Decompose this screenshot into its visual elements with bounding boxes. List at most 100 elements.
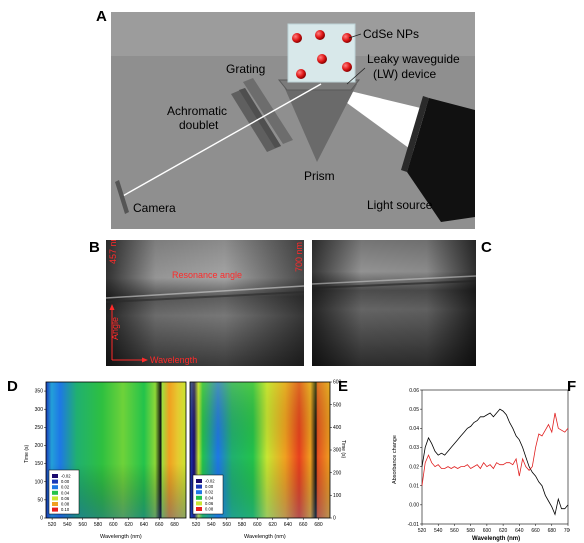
x-tick-label: 660	[155, 522, 164, 528]
y-tick-label: 0	[333, 516, 336, 522]
camera-label: Camera	[133, 201, 176, 215]
legend-swatch	[196, 507, 202, 511]
x-tick-label: 700	[564, 528, 570, 534]
y-tick-label: 0.06	[409, 388, 419, 394]
legend-swatch	[196, 479, 202, 483]
legend-swatch	[52, 479, 58, 484]
prism	[283, 84, 357, 162]
x-tick-label: 580	[466, 528, 475, 534]
x-tick-label: 680	[548, 528, 557, 534]
y-tick-label: 0.03	[409, 445, 419, 451]
legend-label: -0.02	[61, 474, 71, 479]
legend-swatch	[52, 502, 58, 506]
chart-x-ticks: 520 540 560 580 600 620 640 660 680 700	[418, 524, 570, 534]
legend-swatch	[196, 501, 202, 506]
angle-label: Angle	[110, 317, 120, 340]
x-tick-label: 580	[238, 522, 247, 528]
legend-label: -0.02	[205, 479, 215, 484]
heatmap-d-x-ticks: 520 540 560 580 600 620 640 660 680	[48, 518, 179, 528]
y-tick-label: 400	[333, 425, 342, 431]
camera	[115, 180, 129, 214]
light-source-box	[407, 98, 475, 222]
y-tick-label: 0.01	[409, 484, 419, 490]
legend-label: 0.08	[205, 507, 214, 512]
legend-label: 0.08	[61, 502, 70, 507]
camera-image-b: 457 nm 700 nm Resonance angle Angle Wave…	[106, 240, 304, 366]
x-tick-label: 600	[253, 522, 262, 528]
heatmap-e-y-ticks: 0 100 200 300 400 500 600 Time (s)	[330, 380, 346, 522]
heatmap-d: 0 50 100 150 200 250 300 350 520 540 560 580 600 620…	[24, 381, 187, 540]
legend-label: 0.00	[61, 479, 70, 484]
resonance-line	[106, 285, 304, 299]
x-tick-label: 640	[515, 528, 524, 534]
panel-label-e: E	[338, 378, 349, 395]
legend-label: 0.06	[205, 501, 214, 506]
x-tick-label: 600	[109, 522, 118, 528]
legend-swatch	[52, 474, 58, 478]
y-tick-label: 250	[35, 425, 44, 431]
doublet-label-line1: Achromatic	[167, 104, 227, 118]
y-tick-label: 200	[35, 443, 44, 449]
x-tick-label: 680	[170, 522, 179, 528]
legend-swatch	[52, 496, 58, 501]
x-tick-label: 540	[63, 522, 72, 528]
x-tick-label: 560	[223, 522, 232, 528]
heatmap-d-ylabel: Time (s)	[24, 445, 30, 463]
y-tick-label: 0	[40, 516, 43, 522]
prism-label: Prism	[304, 169, 335, 183]
series-line-2	[421, 412, 569, 486]
x-tick-label: 640	[284, 522, 293, 528]
wavelength-label: Wavelength	[150, 355, 197, 365]
y-tick-label: 150	[35, 461, 44, 467]
x-tick-label: 620	[268, 522, 277, 528]
x-tick-label: 660	[299, 522, 308, 528]
lw-label-line2: (LW) device	[373, 67, 436, 81]
x-tick-label: 680	[314, 522, 323, 528]
chart-xlabel: Wavelength (nm)	[472, 536, 520, 542]
x-tick-label: 520	[48, 522, 57, 528]
y-tick-label: 50	[37, 497, 43, 503]
camera-image-c	[312, 240, 476, 366]
heatmap-e-x-ticks: 520 540 560 580 600 620 640 660 680	[192, 518, 323, 528]
legend-label: 0.02	[61, 485, 70, 490]
chart-y-ticks: -0.01 0.00 0.01 0.02 0.03 0.04 0.05 0.06	[408, 388, 422, 528]
legend-label: 0.04	[205, 495, 214, 500]
x-tick-label: 620	[124, 522, 133, 528]
heatmap-d-xlabel: Wavelength (nm)	[100, 534, 142, 540]
y-tick-label: -0.01	[408, 522, 420, 528]
y-tick-label: 0.05	[409, 407, 419, 413]
heatmap-d-y-ticks: 0 50 100 150 200 250 300 350	[35, 389, 46, 522]
y-tick-label: 200	[333, 470, 342, 476]
legend-swatch	[52, 490, 58, 495]
cdse-label: CdSe NPs	[363, 27, 419, 41]
legend-swatch	[52, 507, 58, 512]
legend-label: 0.00	[205, 484, 214, 489]
legend-swatch	[196, 495, 202, 500]
absorbance-chart: -0.01 0.00 0.01 0.02 0.03 0.04 0.05 0.06 520 540…	[392, 388, 570, 542]
heatmap-e-xlabel: Wavelength (nm)	[244, 534, 286, 540]
x-tick-label: 580	[94, 522, 103, 528]
panel-label-a: A	[96, 8, 107, 25]
y-tick-label: 500	[333, 402, 342, 408]
chart-ylabel: Absorbance change	[392, 435, 398, 484]
x-tick-label: 560	[79, 522, 88, 528]
y-tick-label: 350	[35, 389, 44, 395]
heatmap-e: 0 100 200 300 400 500 600 Time (s) 520 540 560 580…	[189, 380, 346, 540]
x-tick-label: 660	[531, 528, 540, 534]
panel-label-f: F	[567, 378, 577, 395]
panel-label-b: B	[89, 239, 100, 256]
legend-label: 0.04	[61, 490, 70, 495]
legend-swatch	[52, 485, 58, 490]
panel-label-d: D	[7, 378, 18, 395]
y-tick-label: 0.00	[409, 503, 419, 509]
x-tick-label: 560	[450, 528, 459, 534]
y-tick-label: 100	[35, 479, 44, 485]
left-wavelength-label: 457 nm	[108, 240, 118, 264]
y-tick-label: 300	[333, 448, 342, 454]
y-tick-label: 300	[35, 407, 44, 413]
light-source-label: Light source	[367, 198, 433, 212]
legend-label: 0.10	[61, 507, 70, 512]
grating	[243, 78, 293, 144]
nanoparticle	[342, 33, 352, 43]
camera-beam	[120, 83, 322, 198]
